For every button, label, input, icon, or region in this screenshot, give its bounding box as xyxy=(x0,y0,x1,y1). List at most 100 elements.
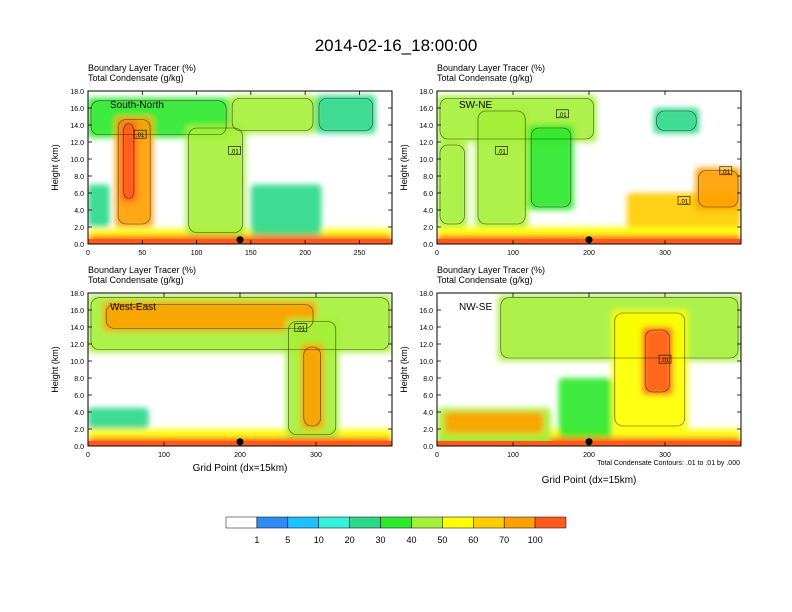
x-tick-label: 0 xyxy=(435,452,439,459)
panel-nw-se: Boundary Layer Tracer (%)Total Condensat… xyxy=(399,265,742,486)
tracer-region xyxy=(300,344,324,429)
contour-label: .01 xyxy=(661,358,670,364)
tracer-region xyxy=(185,125,246,236)
colorbar-label: 30 xyxy=(376,535,386,545)
x-axis-label: Grid Point (dx=15km) xyxy=(193,463,288,474)
contour-label: .01 xyxy=(297,327,306,333)
y-tick-label: 2.0 xyxy=(423,427,433,434)
contour-line xyxy=(614,312,686,427)
colorbar-label: 10 xyxy=(314,535,324,545)
contour-line xyxy=(698,170,739,208)
location-marker xyxy=(236,438,244,446)
tracer-region xyxy=(103,301,316,332)
panel-south-north: Boundary Layer Tracer (%)Total Condensat… xyxy=(50,63,393,257)
colorbar-box xyxy=(256,516,289,529)
panels: Boundary Layer Tracer (%)Total Condensat… xyxy=(50,63,742,486)
x-tick-label: 200 xyxy=(583,250,595,257)
x-tick-label: 0 xyxy=(86,452,90,459)
contour-line xyxy=(188,127,243,233)
y-tick-label: 14.0 xyxy=(70,123,84,130)
contour-line xyxy=(477,110,526,225)
panel-title-line1: Boundary Layer Tracer (%) xyxy=(88,265,196,275)
x-tick-label: 300 xyxy=(659,452,671,459)
panel-west-east: Boundary Layer Tracer (%)Total Condensat… xyxy=(50,265,393,474)
contour-label-box xyxy=(495,146,508,155)
location-marker xyxy=(585,236,593,244)
colorbar-box xyxy=(411,516,443,529)
x-tick-label: 200 xyxy=(234,452,246,459)
y-tick-label: 0.0 xyxy=(74,444,84,451)
contour-label: .01 xyxy=(230,149,239,155)
y-tick-label: 10.0 xyxy=(419,157,433,164)
tracer-region xyxy=(695,167,741,210)
colorbar-label: 40 xyxy=(406,535,416,545)
contour-label-box xyxy=(228,146,241,155)
y-tick-label: 10.0 xyxy=(70,157,84,164)
panel-title-line2: Total Condensate (g/kg) xyxy=(437,73,533,83)
y-tick-label: 14.0 xyxy=(70,325,84,332)
y-tick-label: 16.0 xyxy=(419,106,433,113)
x-tick-label: 0 xyxy=(435,250,439,257)
condensate-contours xyxy=(439,97,739,225)
tracer-region xyxy=(250,184,322,236)
panel-title-line1: Boundary Layer Tracer (%) xyxy=(437,63,545,73)
x-tick-label: 0 xyxy=(86,250,90,257)
condensate-contours xyxy=(500,297,739,427)
contour-line xyxy=(318,97,374,131)
y-tick-label: 4.0 xyxy=(74,410,84,417)
y-tick-label: 10.0 xyxy=(419,359,433,366)
contour-line xyxy=(656,110,697,131)
colorbar-box xyxy=(380,516,412,529)
contour-line xyxy=(123,123,135,199)
x-tick-label: 100 xyxy=(158,452,170,459)
contour-line xyxy=(105,304,314,329)
x-tick-label: 250 xyxy=(354,250,366,257)
colorbar-box xyxy=(225,516,258,529)
panel-title-line1: Boundary Layer Tracer (%) xyxy=(88,63,196,73)
contour-line xyxy=(530,127,572,208)
y-tick-label: 12.0 xyxy=(70,140,84,147)
contour-label: .01 xyxy=(722,170,731,176)
tracer-field xyxy=(88,293,392,446)
y-tick-label: 18.0 xyxy=(419,291,433,298)
colorbar-box xyxy=(349,516,381,529)
y-axis-label: Height (km) xyxy=(50,144,60,191)
colorbar-box xyxy=(534,516,567,529)
tracer-region xyxy=(437,142,468,227)
contour-line xyxy=(644,329,670,393)
tracer-region xyxy=(120,120,137,202)
section-label: SW-NE xyxy=(459,100,492,111)
y-axis-label: Height (km) xyxy=(50,346,60,393)
tracer-region xyxy=(558,378,612,438)
x-tick-label: 300 xyxy=(310,452,322,459)
y-tick-label: 8.0 xyxy=(423,376,433,383)
x-tick-label: 100 xyxy=(507,452,519,459)
y-tick-label: 8.0 xyxy=(423,174,433,181)
colorbar-box xyxy=(503,516,536,529)
x-axis-label: Grid Point (dx=15km) xyxy=(542,475,637,486)
contour-label-box xyxy=(294,323,308,333)
x-tick-label: 100 xyxy=(507,250,519,257)
tracer-region xyxy=(316,95,376,134)
panel-title-line2: Total Condensate (g/kg) xyxy=(437,275,533,285)
colorbar-box xyxy=(287,516,319,529)
y-tick-label: 8.0 xyxy=(74,376,84,383)
contour-label-box xyxy=(719,166,733,176)
panel-title-line2: Total Condensate (g/kg) xyxy=(88,275,184,285)
y-tick-label: 0.0 xyxy=(423,242,433,249)
colorbar-label: 50 xyxy=(437,535,447,545)
y-axis-label: Height (km) xyxy=(399,144,409,191)
tracer-region xyxy=(528,125,574,210)
panel-title-line2: Total Condensate (g/kg) xyxy=(88,73,184,83)
location-marker xyxy=(585,438,593,446)
contour-line xyxy=(303,346,321,427)
contour-label: .01 xyxy=(497,149,506,155)
contour-line xyxy=(231,97,314,131)
colorbar-label: 5 xyxy=(285,535,290,545)
colorbar-label: 20 xyxy=(345,535,355,545)
contour-label-box xyxy=(677,196,691,205)
y-tick-label: 2.0 xyxy=(74,427,84,434)
y-tick-label: 12.0 xyxy=(419,342,433,349)
y-tick-label: 18.0 xyxy=(70,89,84,96)
